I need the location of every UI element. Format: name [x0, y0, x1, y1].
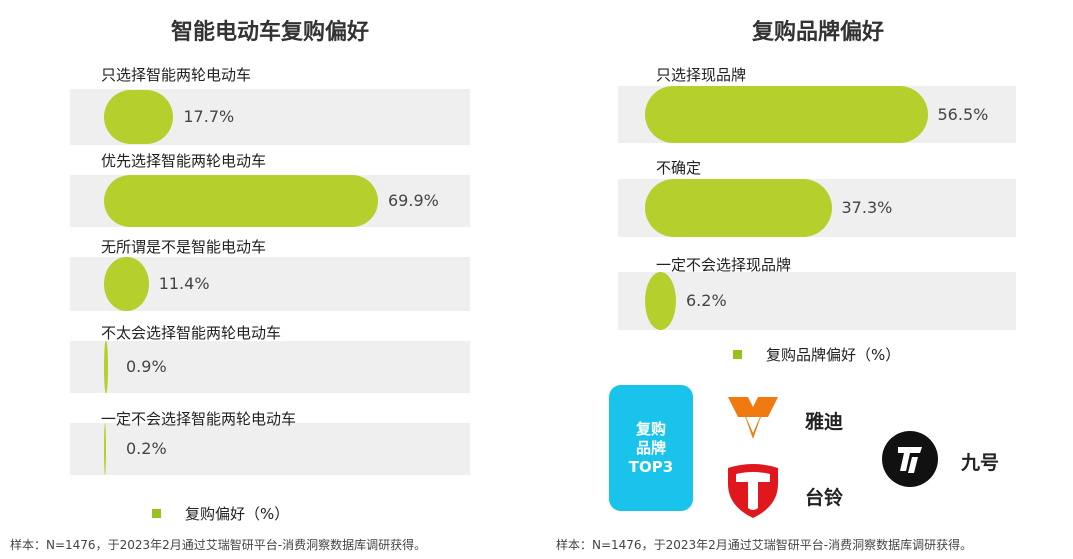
right-category-label: 一定不会选择现品牌	[656, 256, 792, 274]
left-legend-swatch	[152, 509, 161, 518]
right-bar	[645, 179, 832, 237]
left-value-label: 11.4%	[158, 274, 210, 293]
right-chart-title: 复购品牌偏好	[751, 20, 884, 45]
right-bar	[645, 86, 928, 143]
right-legend: 复购品牌偏好（%）	[733, 344, 900, 365]
right-bar	[645, 272, 676, 330]
left-value-label: 0.9%	[126, 357, 167, 376]
left-legend: 复购偏好（%）	[152, 503, 289, 524]
left-category-label: 不太会选择智能两轮电动车	[101, 324, 282, 342]
left-category-label: 一定不会选择智能两轮电动车	[101, 410, 297, 428]
left-legend-label: 复购偏好（%）	[185, 505, 290, 523]
left-bar	[104, 257, 149, 311]
left-bar	[104, 423, 106, 475]
tailg-logo-icon	[728, 464, 778, 518]
left-bar	[104, 341, 108, 393]
right-category-label: 只选择现品牌	[656, 66, 747, 84]
right-category-label: 不确定	[656, 159, 702, 177]
top3-badge: 复购 品牌 TOP3	[609, 385, 693, 511]
brand-ninebot: 九号	[961, 452, 1000, 474]
left-source-note: 样本：N=1476，于2023年2月通过艾瑞智研平台-消费洞察数据库调研获得。	[10, 538, 427, 552]
left-category-label: 只选择智能两轮电动车	[101, 66, 252, 84]
left-category-label: 优先选择智能两轮电动车	[101, 152, 267, 170]
brand-yadea: 雅迪	[805, 411, 844, 433]
right-value-label: 56.5%	[937, 104, 989, 124]
top3-line2: 品牌	[635, 438, 666, 457]
left-value-label: 17.7%	[183, 107, 235, 126]
left-chart-title: 智能电动车复购偏好	[170, 20, 369, 45]
right-legend-swatch	[733, 350, 742, 359]
brand-tailg: 台铃	[805, 487, 844, 509]
left-bar-track	[70, 341, 470, 393]
right-legend-label: 复购品牌偏好（%）	[766, 346, 901, 364]
left-value-label: 0.2%	[126, 439, 167, 458]
left-bar	[104, 90, 174, 144]
right-value-label: 6.2%	[686, 291, 727, 310]
right-value-label: 37.3%	[841, 198, 893, 217]
top3-line1: 复购	[635, 419, 666, 438]
left-bar-track	[70, 423, 470, 475]
left-value-label: 69.9%	[388, 191, 439, 210]
right-source-note: 样本：N=1476，于2023年2月通过艾瑞智研平台-消费洞察数据库调研获得。	[556, 538, 973, 552]
left-category-label: 无所谓是不是智能电动车	[101, 238, 267, 256]
left-bar	[104, 175, 378, 227]
yadea-logo-icon	[728, 397, 778, 439]
top3-line3: TOP3	[628, 457, 674, 476]
right-bar-track	[618, 272, 1016, 330]
ninebot-logo-icon	[882, 431, 938, 487]
